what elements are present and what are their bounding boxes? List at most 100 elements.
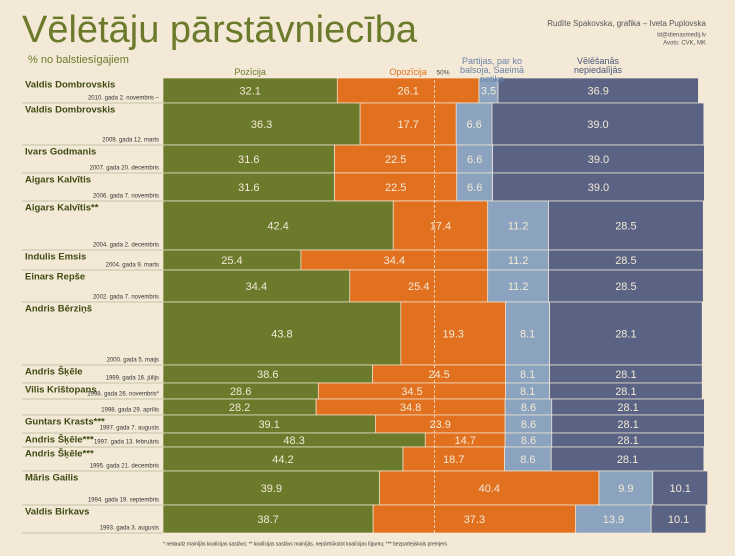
bar-segment	[598, 470, 654, 506]
bar-segment	[650, 504, 707, 534]
value-label: 36.9	[588, 85, 609, 97]
value-label: 28.5	[615, 281, 636, 293]
bar-segment	[549, 301, 703, 366]
bar-segment	[162, 172, 335, 202]
row-date: 1997. gada 7. augusts	[100, 426, 159, 432]
bar-segment	[162, 269, 351, 303]
row-date: 1998. gada 26. novembris*	[87, 392, 159, 398]
row-name: Valdis Dombrovskis	[25, 80, 115, 91]
value-label: 42.4	[267, 220, 288, 232]
value-label: 8.1	[520, 328, 535, 340]
value-label: 39.9	[261, 483, 282, 495]
value-label: 6.6	[467, 182, 482, 194]
value-label: 6.6	[466, 119, 481, 131]
row-name: Aigars Kalvītis**	[25, 203, 99, 214]
row-name: Aigars Kalvītis	[25, 175, 91, 186]
row-date: 2000. gada 5. maijs	[107, 358, 159, 364]
value-label: 11.2	[508, 220, 529, 232]
bar-segment	[162, 504, 374, 534]
value-label: 28.1	[617, 402, 638, 414]
bar-segment	[504, 446, 552, 472]
bar-segment	[162, 144, 335, 174]
row-date: 2002. gada 7. novembris	[93, 295, 159, 301]
value-label: 8.1	[520, 386, 535, 398]
bar-segment	[349, 269, 489, 303]
series-header: Pozīcija	[234, 67, 266, 77]
value-label: 39.0	[588, 182, 609, 194]
value-label: 18.7	[443, 454, 464, 466]
row-date: 1998. gada 29. aprīlis	[101, 408, 159, 414]
bar-segment	[400, 301, 506, 366]
bar-segment	[162, 102, 361, 146]
bar-segment	[359, 102, 457, 146]
bar-segment	[550, 446, 705, 472]
row-date: 2010. gada 2. novembris –	[88, 96, 160, 102]
row-date: 1994. gada 19. septembris	[88, 498, 159, 504]
reference-label: 50%	[437, 70, 450, 77]
value-label: 44.2	[272, 454, 293, 466]
value-label: 34.5	[401, 386, 422, 398]
bar-segment	[456, 172, 493, 202]
bar-segment	[334, 172, 458, 202]
credit: ld@dienasmedij.lv	[657, 33, 706, 39]
value-label: 43.8	[271, 328, 292, 340]
row-name: Andris Šķēle	[25, 366, 83, 378]
value-label: 23.9	[429, 419, 450, 431]
bar-segment	[336, 77, 480, 104]
row-date: 1999. gada 16. jūlijs	[106, 376, 159, 382]
bar-segment	[497, 77, 699, 104]
value-label: 25.4	[408, 281, 429, 293]
value-label: 10.1	[668, 514, 689, 526]
bar-segment	[505, 301, 550, 366]
value-label: 28.1	[615, 328, 636, 340]
bar-segment	[548, 200, 704, 251]
value-label: 17.7	[397, 119, 418, 131]
value-label: 28.1	[617, 419, 638, 431]
value-label: 14.7	[454, 435, 475, 447]
bar-segment	[372, 504, 577, 534]
value-label: 9.9	[618, 483, 633, 495]
value-label: 28.2	[229, 402, 250, 414]
value-label: 8.6	[521, 435, 536, 447]
value-label: 28.5	[615, 220, 636, 232]
value-label: 40.4	[479, 483, 500, 495]
value-label: 26.1	[397, 85, 418, 97]
row-name: Ivars Godmanis	[25, 147, 96, 158]
row-date: 1995. gada 21. decembris	[90, 464, 159, 470]
value-label: 39.0	[588, 154, 609, 166]
value-label: 8.6	[521, 419, 536, 431]
bar-segment	[548, 269, 704, 303]
series-header: Opozīcija	[389, 67, 427, 77]
value-label: 17.4	[430, 220, 451, 232]
value-label: 11.2	[508, 281, 529, 293]
value-label: 28.1	[617, 435, 638, 447]
value-label: 11.2	[508, 255, 529, 267]
value-label: 8.6	[520, 454, 535, 466]
bar-segment	[379, 470, 600, 506]
value-label: 22.5	[385, 182, 406, 194]
row-name: Einars Repše	[25, 272, 85, 283]
credit: Avots: CVK, MK	[663, 41, 706, 47]
value-label: 28.1	[615, 369, 636, 381]
chart-title: Vēlētāju pārstāvniecība	[22, 9, 418, 51]
value-label: 38.6	[257, 369, 278, 381]
bar-segment	[575, 504, 652, 534]
value-label: 38.7	[257, 514, 278, 526]
bar-segment	[652, 470, 708, 506]
value-label: 28.6	[230, 386, 251, 398]
row-name: Māris Gailis	[25, 473, 78, 484]
bar-segment	[487, 200, 549, 251]
value-label: 34.4	[384, 255, 405, 267]
value-label: 28.1	[617, 454, 638, 466]
row-date: 1997. gada 13. februāris	[94, 440, 159, 446]
row-name: Vilis Krištopans	[25, 385, 97, 396]
series-header: Vēlēšanās nepiedalījās	[573, 56, 623, 75]
row-name: Andris Šķēle***	[25, 448, 94, 460]
bar-segment	[162, 446, 404, 472]
row-date: 2007. gada 20. decembris	[90, 166, 159, 172]
bar-segment	[162, 200, 394, 251]
row-name: Andris Šķēle***	[25, 434, 94, 446]
value-label: 25.4	[221, 255, 242, 267]
